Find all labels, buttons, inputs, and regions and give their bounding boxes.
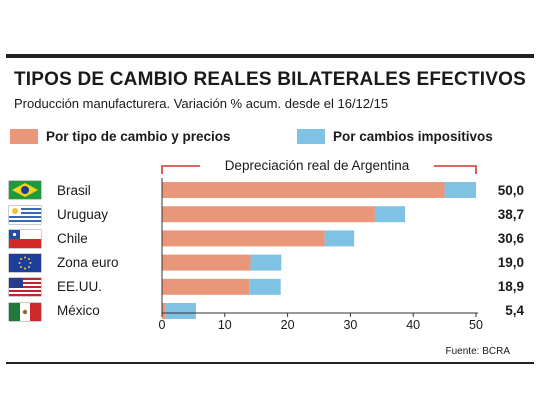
bars-group (162, 182, 476, 319)
chart-title: TIPOS DE CAMBIO REALES BILATERALES EFECT… (14, 69, 526, 90)
chile-flag-icon (9, 230, 41, 248)
footer-rule (6, 362, 534, 364)
bar-brasil-taxes (444, 182, 476, 198)
row-label-brasil: Brasil (57, 183, 91, 198)
bar-m-xico-taxes (165, 303, 196, 319)
usa-flag-icon (9, 278, 41, 296)
row-label-mexico: México (57, 303, 100, 318)
bar-uruguay-prices (162, 206, 375, 223)
x-tick-label: 10 (217, 318, 232, 332)
bar-ee-uu-taxes (249, 278, 281, 295)
bar-zona-euro-taxes (250, 254, 282, 271)
header-rule (6, 54, 534, 58)
bracket-label: Depreciación real de Argentina (200, 158, 434, 173)
row-label-eeuu: EE.UU. (57, 279, 103, 294)
total-value-chile: 30,6 (497, 231, 524, 246)
bar-chile-taxes (324, 230, 355, 247)
row-label-uruguay: Uruguay (57, 207, 109, 222)
source-note: Fuente: BCRA (445, 346, 510, 357)
x-tick-label: 30 (343, 318, 358, 332)
bar-ee-uu-prices (162, 278, 250, 295)
bar-brasil-prices (162, 182, 445, 198)
x-tick-label: 0 (158, 318, 166, 332)
row-label-zona-euro: Zona euro (57, 255, 119, 270)
x-axis (161, 178, 478, 317)
legend-swatch-taxes (297, 129, 325, 144)
legend-label-prices: Por tipo de cambio y precios (46, 129, 231, 144)
brazil-flag-icon (9, 181, 41, 199)
bar-chile-prices (162, 230, 325, 247)
row-label-chile: Chile (57, 231, 88, 246)
legend-item-taxes: Por cambios impositivos (297, 129, 493, 144)
x-tick-label: 40 (406, 318, 421, 332)
legend-item-prices: Por tipo de cambio y precios (10, 129, 231, 144)
legend-label-taxes: Por cambios impositivos (333, 129, 493, 144)
mexico-flag-icon (9, 303, 41, 321)
total-value-mexico: 5,4 (505, 303, 524, 318)
bar-m-xico-prices (162, 303, 166, 319)
bar-uruguay-taxes (374, 206, 406, 223)
chart-subtitle: Producción manufacturera. Variación % ac… (14, 96, 389, 111)
total-value-uruguay: 38,7 (497, 207, 524, 222)
total-value-brasil: 50,0 (497, 183, 524, 198)
bar-zona-euro-prices (162, 254, 251, 271)
eu-flag-icon (9, 254, 41, 272)
uruguay-flag-icon (9, 206, 41, 224)
x-tick-label: 50 (469, 318, 483, 332)
legend-swatch-prices (10, 129, 38, 144)
x-tick-label: 20 (280, 318, 295, 332)
total-value-eeuu: 18,9 (497, 279, 524, 294)
total-value-zona-euro: 19,0 (497, 255, 524, 270)
